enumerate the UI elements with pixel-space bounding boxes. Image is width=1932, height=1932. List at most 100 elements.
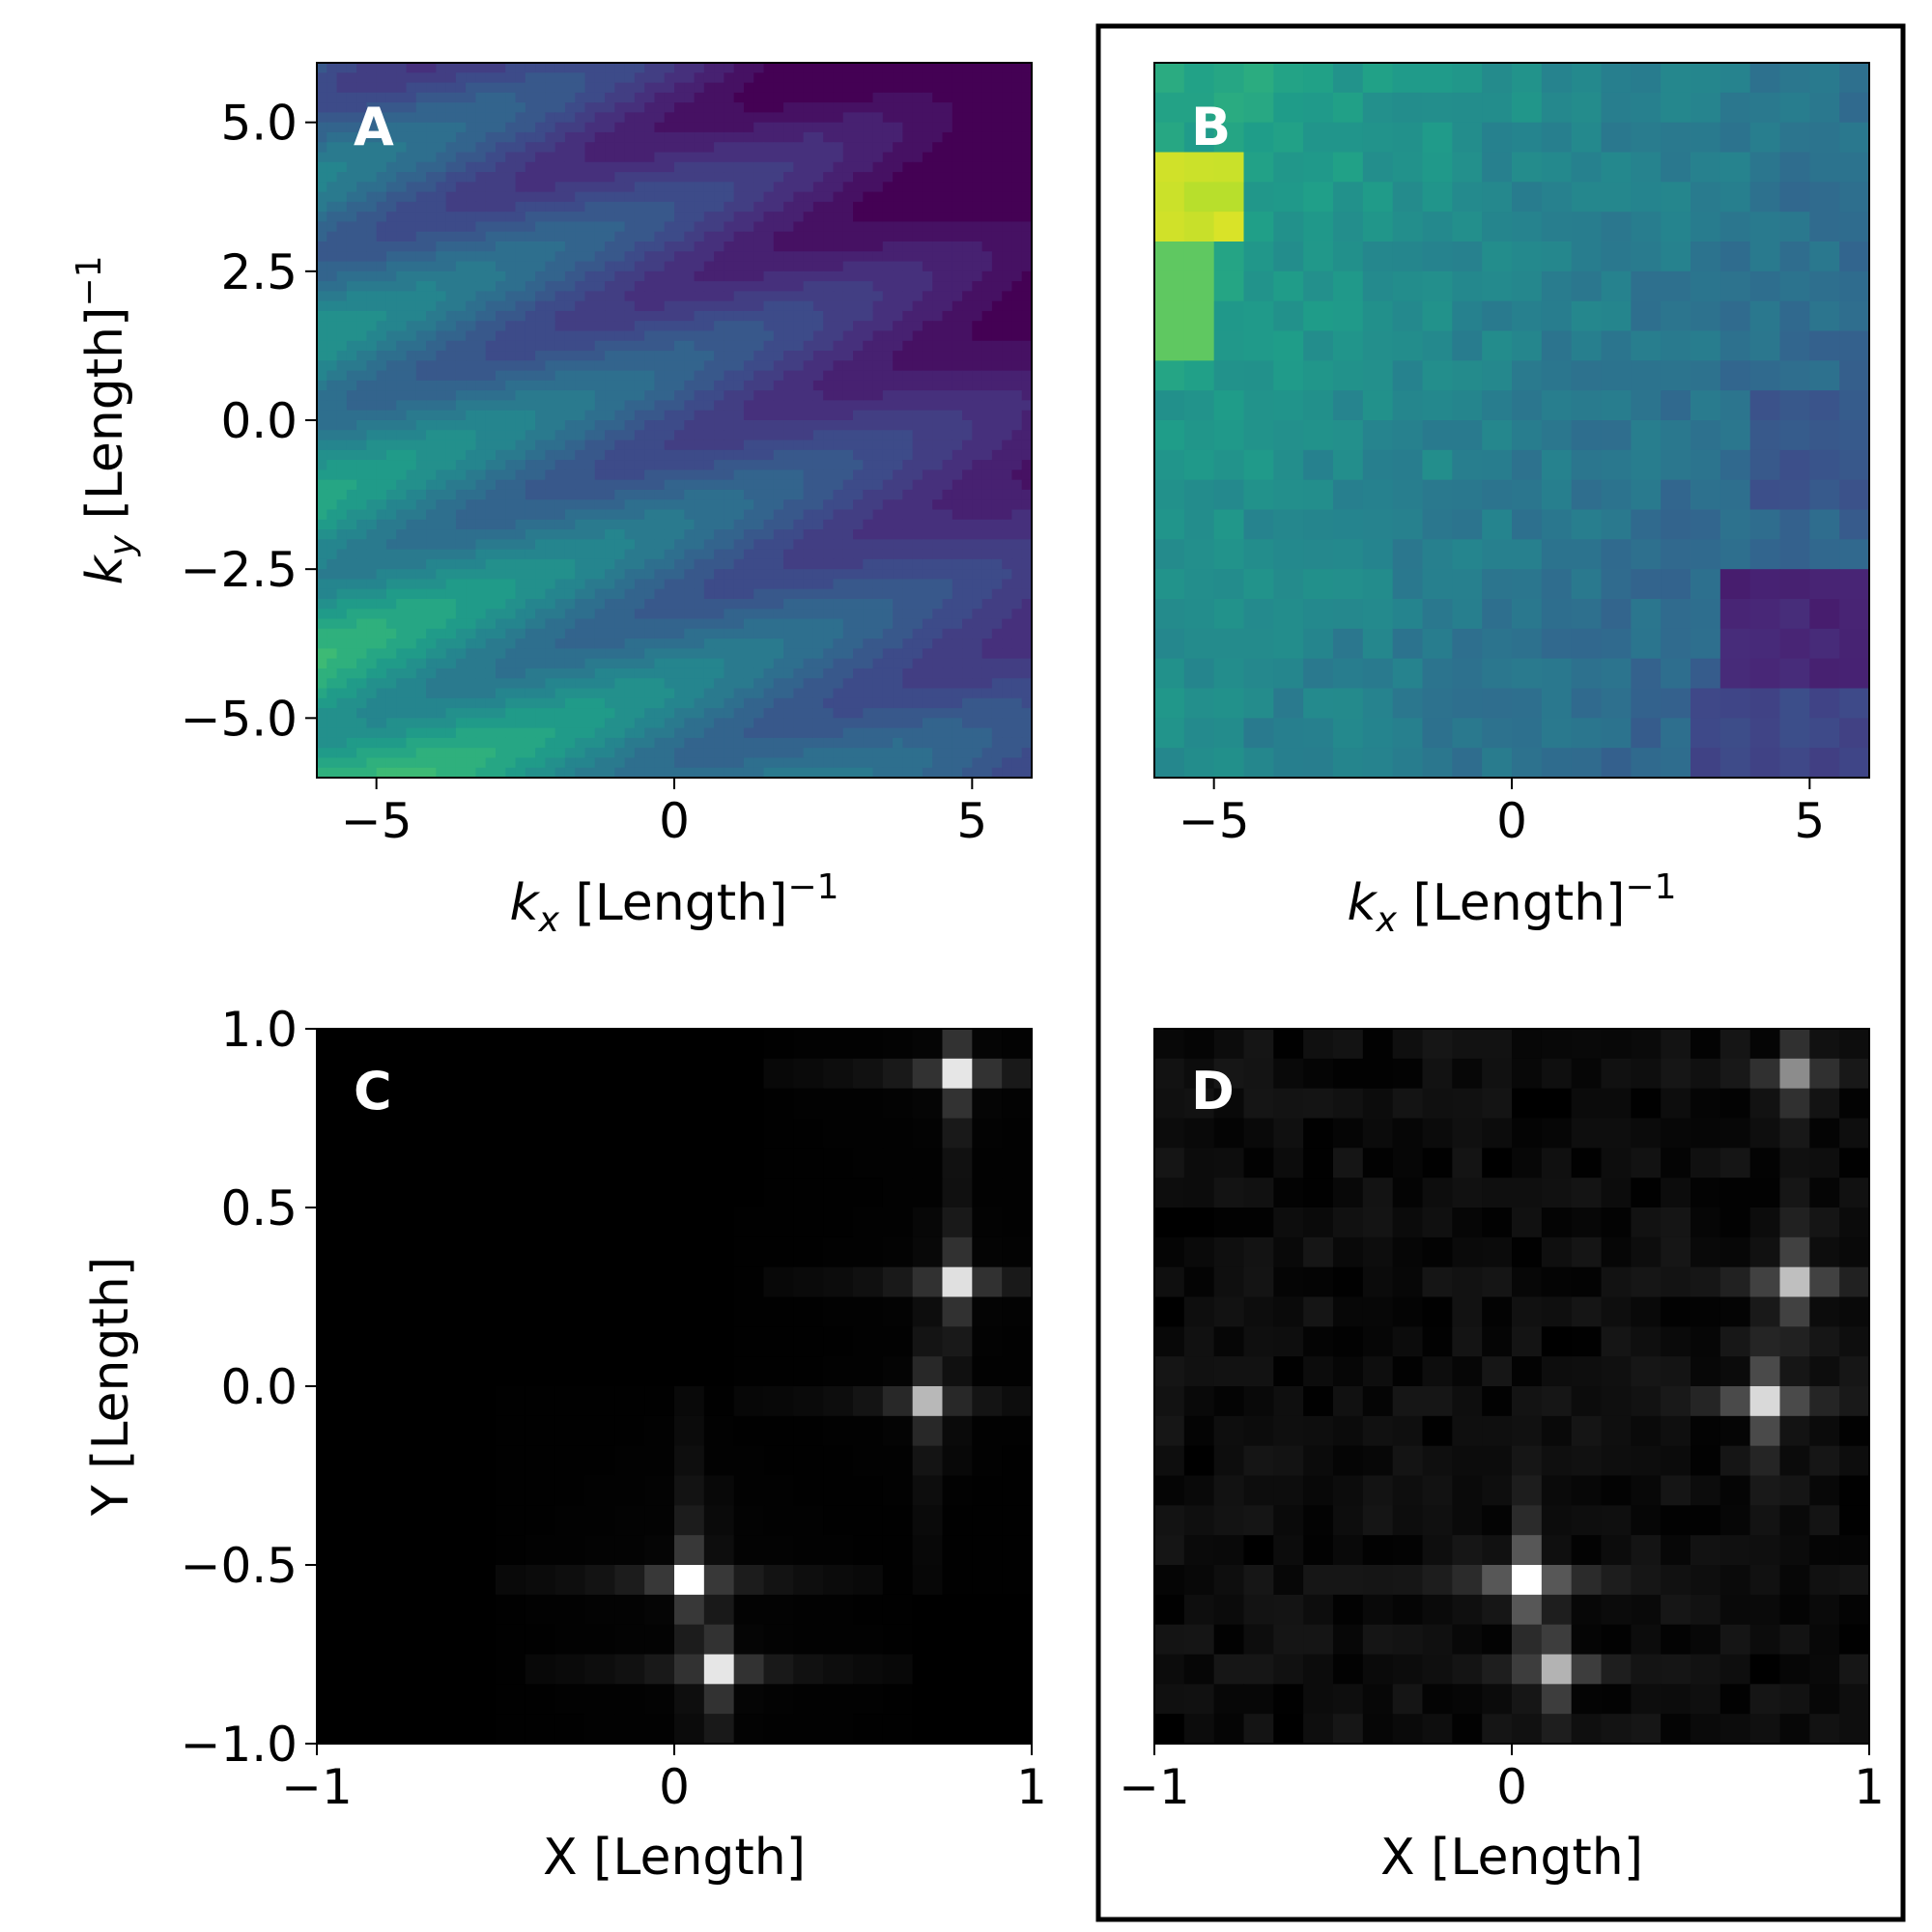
panel-a-cell bbox=[853, 72, 864, 84]
panel-a-cell bbox=[714, 430, 724, 441]
panel-a-cell bbox=[803, 668, 814, 679]
panel-a-cell bbox=[545, 658, 556, 669]
panel-a-cell bbox=[981, 440, 993, 451]
panel-a-cell bbox=[783, 599, 794, 610]
panel-a-cell bbox=[356, 251, 367, 263]
panel-a-cell bbox=[327, 242, 338, 252]
panel-a-cell bbox=[823, 82, 835, 94]
panel-a-cell bbox=[496, 142, 506, 154]
panel-a-cell bbox=[505, 270, 517, 282]
panel-a-cell bbox=[922, 270, 933, 282]
panel-a-cell bbox=[703, 708, 715, 719]
panel-a-cell bbox=[455, 678, 467, 690]
panel-a-cell bbox=[564, 242, 576, 252]
panel-a-cell bbox=[703, 390, 715, 402]
panel-a-cell bbox=[475, 122, 487, 133]
panel-a-cell bbox=[763, 558, 775, 570]
panel-a-cell bbox=[991, 300, 1003, 312]
panel-a-cell bbox=[952, 201, 963, 213]
panel-a-cell bbox=[396, 92, 408, 103]
panel-a-cell bbox=[724, 440, 735, 451]
panel-a-cell bbox=[912, 270, 923, 282]
panel-a-cell bbox=[724, 430, 735, 441]
panel-a-cell bbox=[455, 102, 467, 113]
panel-a-cell bbox=[426, 539, 437, 551]
panel-a-cell bbox=[882, 300, 894, 312]
panel-a-cell bbox=[773, 509, 784, 521]
panel-a-cell bbox=[842, 737, 854, 749]
panel-a-cell bbox=[406, 519, 417, 530]
panel-a-cell bbox=[654, 102, 666, 113]
panel-a-cell bbox=[406, 82, 417, 94]
panel-a-cell bbox=[942, 212, 953, 223]
panel-a-cell bbox=[445, 509, 457, 521]
panel-a-cell bbox=[525, 549, 536, 560]
panel-a-cell bbox=[336, 648, 348, 660]
panel-a-cell bbox=[624, 172, 636, 183]
panel-a-cell bbox=[763, 161, 775, 173]
panel-a-cell bbox=[466, 639, 477, 649]
panel-a-cell bbox=[505, 737, 517, 749]
panel-a-cell bbox=[475, 221, 487, 233]
panel-a-cell bbox=[436, 112, 447, 124]
panel-a-cell bbox=[753, 529, 765, 540]
panel-a-cell bbox=[793, 499, 805, 511]
panel-a-cell bbox=[396, 678, 408, 690]
panel-a-cell bbox=[753, 668, 765, 679]
panel-a-cell bbox=[803, 330, 814, 342]
panel-a-cell bbox=[753, 618, 765, 630]
panel-a-cell bbox=[535, 529, 546, 540]
panel-a-cell bbox=[872, 152, 884, 163]
panel-a-cell bbox=[962, 251, 973, 263]
panel-a-cell bbox=[584, 251, 596, 263]
panel-a-cell bbox=[863, 251, 874, 263]
panel-a-cell bbox=[893, 102, 903, 113]
panel-a-cell bbox=[694, 579, 705, 590]
panel-a-cell bbox=[833, 499, 844, 511]
panel-a-cell bbox=[842, 609, 854, 620]
panel-a-cell bbox=[733, 599, 745, 610]
panel-a-cell bbox=[893, 519, 903, 530]
panel-a-cell bbox=[366, 310, 378, 322]
panel-a-cell bbox=[317, 340, 327, 352]
panel-a-cell bbox=[605, 390, 615, 402]
panel-a-cell bbox=[863, 648, 874, 660]
panel-a-cell bbox=[624, 469, 636, 481]
panel-a-cell bbox=[684, 321, 696, 332]
panel-a-cell bbox=[793, 558, 805, 570]
panel-a-cell bbox=[922, 251, 933, 263]
panel-a-cell bbox=[605, 449, 615, 461]
panel-a-cell bbox=[436, 291, 447, 302]
panel-a-cell bbox=[505, 330, 517, 342]
panel-a-cell bbox=[1002, 609, 1013, 620]
panel-a-cell bbox=[634, 122, 645, 133]
panel-a-cell bbox=[932, 737, 944, 749]
panel-a-cell bbox=[733, 242, 745, 252]
panel-a-cell bbox=[991, 479, 1003, 491]
panel-a-cell bbox=[554, 727, 566, 739]
panel-a-cell bbox=[415, 191, 427, 203]
panel-a-cell bbox=[634, 310, 645, 322]
panel-a-cell bbox=[684, 558, 696, 570]
panel-a-cell bbox=[426, 499, 437, 511]
panel-a-cell bbox=[376, 281, 387, 292]
panel-a-cell bbox=[496, 351, 506, 361]
panel-a-cell bbox=[564, 380, 576, 391]
panel-a-cell bbox=[545, 370, 556, 382]
panel-a-cell bbox=[893, 609, 903, 620]
panel-a-cell bbox=[812, 212, 824, 223]
panel-a-cell bbox=[763, 469, 775, 481]
panel-a-cell bbox=[385, 242, 397, 252]
panel-a-cell bbox=[674, 430, 685, 441]
panel-a-cell bbox=[525, 618, 536, 630]
panel-a-cell bbox=[812, 449, 824, 461]
panel-a-cell bbox=[902, 469, 914, 481]
panel-a-cell bbox=[336, 558, 348, 570]
panel-a-cell bbox=[545, 131, 556, 143]
panel-a-cell bbox=[535, 658, 546, 669]
panel-a-cell bbox=[356, 300, 367, 312]
panel-a-cell bbox=[893, 231, 903, 242]
panel-a-cell bbox=[584, 718, 596, 729]
panel-a-cell bbox=[406, 697, 417, 709]
panel-a-cell bbox=[366, 420, 378, 431]
